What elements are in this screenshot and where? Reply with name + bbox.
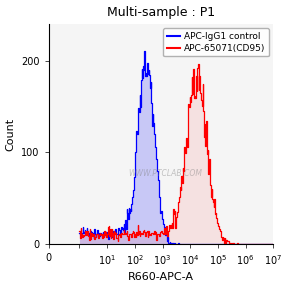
X-axis label: R660-APC-A: R660-APC-A xyxy=(128,272,194,283)
Y-axis label: Count: Count xyxy=(5,118,16,151)
Legend: APC-IgG1 control, APC-65071(CD95): APC-IgG1 control, APC-65071(CD95) xyxy=(163,29,269,56)
Text: WWW.PTCLAB.COM: WWW.PTCLAB.COM xyxy=(128,169,202,178)
Title: Multi-sample : P1: Multi-sample : P1 xyxy=(107,5,215,18)
